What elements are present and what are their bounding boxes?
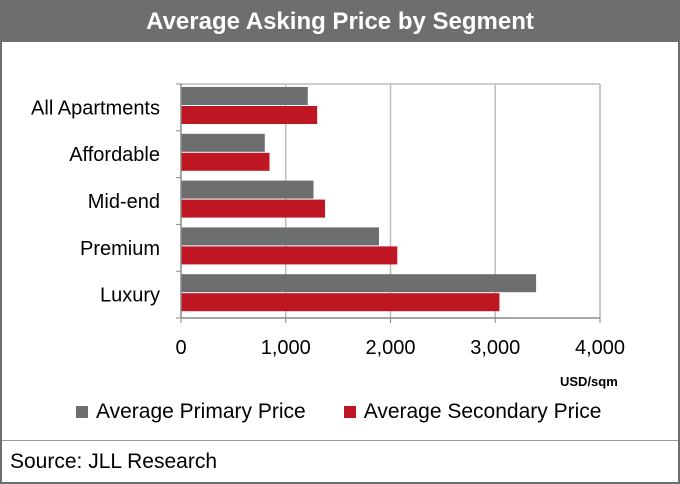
y-category-label: Mid-end [88,191,160,213]
legend-label: Average Primary Price [96,400,306,423]
bar-secondary [181,199,326,218]
y-category-label: Luxury [100,285,160,307]
bar-primary [181,227,379,246]
x-axis-label: USD/sqm [560,374,618,389]
y-category-label: Premium [80,238,160,260]
chart-title: Average Asking Price by Segment [2,2,678,42]
bar-secondary [181,152,270,171]
y-category-label: Affordable [69,144,160,166]
y-category-label: All Apartments [31,97,160,119]
bar-primary [181,180,314,199]
bar-secondary [181,293,500,312]
divider [2,440,678,441]
legend: Average Primary Price Average Secondary … [76,400,601,424]
legend-item-primary: Average Primary Price [76,400,306,424]
legend-label: Average Secondary Price [363,400,602,423]
bar-secondary [181,246,398,265]
legend-swatch [76,406,88,418]
x-tick-label: 4,000 [575,337,625,359]
x-tick-label: 1,000 [261,337,311,359]
x-tick-label: 3,000 [470,337,520,359]
bar-primary [181,87,308,105]
bar-secondary [181,106,318,124]
legend-swatch [343,406,356,418]
legend-item-secondary: Average Secondary Price [343,400,602,424]
x-tick-label: 2,000 [365,337,415,359]
bar-primary [181,133,265,152]
x-tick-label: 0 [175,337,186,359]
bar-chart: 0 1,000 2,000 3,000 4,000 All Apartments Affor… [31,83,625,359]
bar-primary [181,274,537,293]
source-note: Source: JLL Research [10,450,217,473]
